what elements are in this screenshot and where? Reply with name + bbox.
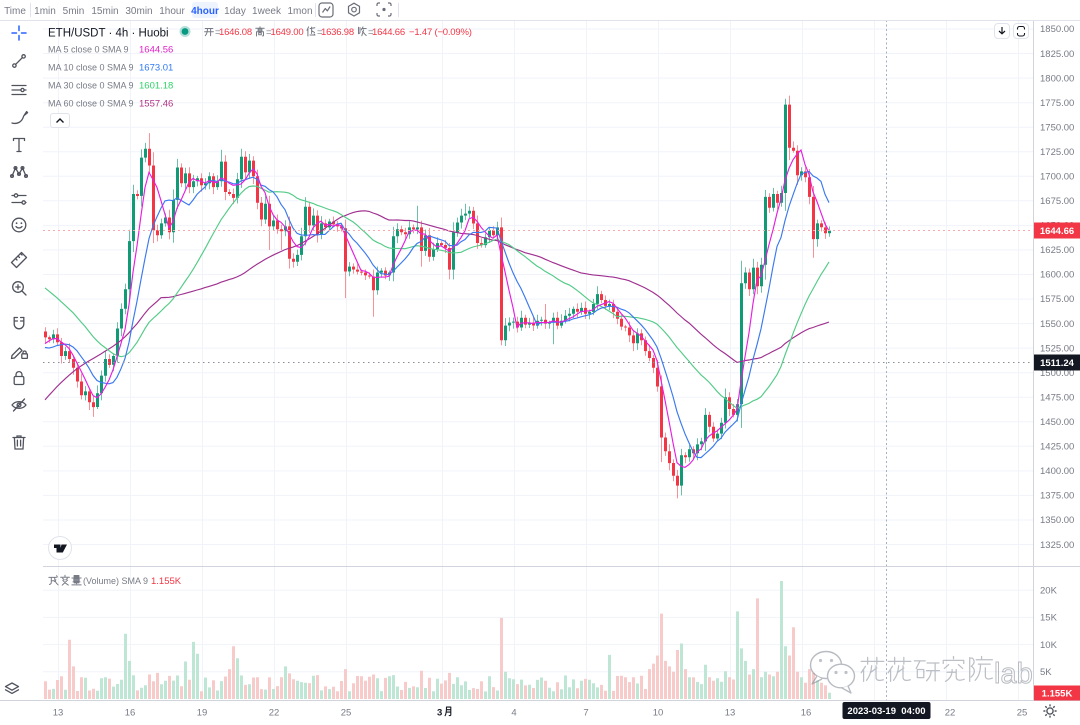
svg-text:1649.00: 1649.00 (271, 27, 304, 38)
svg-text:20K: 20K (1040, 585, 1058, 596)
svg-text:1.155K: 1.155K (1042, 689, 1073, 700)
svg-text:1400.00: 1400.00 (1040, 466, 1074, 477)
svg-text:1500.00: 1500.00 (1040, 368, 1074, 379)
svg-text:MA 5 close 0 SMA 9: MA 5 close 0 SMA 9 (48, 45, 129, 55)
svg-text:1800.00: 1800.00 (1040, 73, 1074, 84)
svg-text:ETH/USDT · 4h · Huobi: ETH/USDT · 4h · Huobi (48, 28, 169, 40)
svg-text:1775.00: 1775.00 (1040, 98, 1074, 109)
svg-text:MA 30 close 0 SMA 9: MA 30 close 0 SMA 9 (48, 81, 134, 91)
svg-text:5K: 5K (1040, 667, 1052, 678)
svg-text:1646.08: 1646.08 (219, 27, 252, 38)
svg-text:16: 16 (801, 708, 812, 719)
svg-text:1550.00: 1550.00 (1040, 319, 1074, 330)
svg-text:1325.00: 1325.00 (1040, 540, 1074, 551)
svg-text:1825.00: 1825.00 (1040, 49, 1074, 60)
svg-text:1725.00: 1725.00 (1040, 147, 1074, 158)
svg-text:1375.00: 1375.00 (1040, 491, 1074, 502)
svg-text:1day: 1day (224, 6, 246, 17)
svg-text:30min: 30min (125, 6, 152, 17)
svg-text:1700.00: 1700.00 (1040, 172, 1074, 183)
svg-text:1850.00: 1850.00 (1040, 24, 1074, 35)
svg-text:19: 19 (197, 708, 208, 719)
svg-text:1525.00: 1525.00 (1040, 343, 1074, 354)
svg-text:1475.00: 1475.00 (1040, 392, 1074, 403)
svg-text:2023-03-19 04:00: 2023-03-19 04:00 (847, 706, 925, 717)
svg-text:1644.66: 1644.66 (1040, 226, 1074, 237)
svg-text:1450.00: 1450.00 (1040, 417, 1074, 428)
svg-text:−1.47 (−0.09%): −1.47 (−0.09%) (409, 27, 472, 38)
svg-text:=: = (368, 27, 374, 38)
svg-text:22: 22 (945, 708, 956, 719)
svg-text:22: 22 (269, 708, 280, 719)
svg-text:1750.00: 1750.00 (1040, 122, 1074, 133)
svg-text:1350.00: 1350.00 (1040, 515, 1074, 526)
svg-text:MA 60 close 0 SMA 9: MA 60 close 0 SMA 9 (48, 99, 134, 109)
svg-text:1644.66: 1644.66 (372, 27, 405, 38)
svg-text:=: = (266, 27, 272, 38)
svg-text:4hour: 4hour (191, 6, 219, 17)
svg-text:=: = (317, 27, 323, 38)
svg-text:1673.01: 1673.01 (139, 63, 173, 74)
svg-text:25: 25 (1017, 708, 1028, 719)
svg-text:1625.00: 1625.00 (1040, 245, 1074, 256)
svg-text:1644.56: 1644.56 (139, 45, 173, 56)
svg-text:(Volume) SMA 9: (Volume) SMA 9 (83, 576, 148, 586)
svg-text:1425.00: 1425.00 (1040, 442, 1074, 453)
svg-text:25: 25 (341, 708, 352, 719)
svg-text:15min: 15min (91, 6, 118, 17)
svg-text:1mon: 1mon (287, 6, 312, 17)
svg-text:1.155K: 1.155K (151, 576, 182, 587)
svg-text:13: 13 (725, 708, 736, 719)
svg-text:5min: 5min (63, 6, 85, 17)
svg-text:1575.00: 1575.00 (1040, 294, 1074, 305)
svg-text:10K: 10K (1040, 640, 1058, 651)
svg-text:Time: Time (4, 6, 26, 17)
svg-text:4: 4 (511, 708, 516, 719)
svg-text:1601.18: 1601.18 (139, 81, 173, 92)
svg-text:1511.24: 1511.24 (1040, 358, 1075, 369)
svg-text:15K: 15K (1040, 613, 1058, 624)
svg-text:1557.46: 1557.46 (139, 99, 173, 110)
svg-text:1600.00: 1600.00 (1040, 270, 1074, 281)
svg-text:1week: 1week (252, 6, 282, 17)
svg-text:1hour: 1hour (159, 6, 185, 17)
svg-text:1675.00: 1675.00 (1040, 196, 1074, 207)
svg-text:=: = (215, 27, 221, 38)
svg-text:MA 10 close 0 SMA 9: MA 10 close 0 SMA 9 (48, 63, 134, 73)
svg-text:3: 3 (437, 708, 442, 719)
svg-text:16: 16 (125, 708, 136, 719)
svg-text:10: 10 (653, 708, 664, 719)
svg-text:7: 7 (583, 708, 588, 719)
svg-text:1636.98: 1636.98 (321, 27, 354, 38)
svg-text:1min: 1min (34, 6, 56, 17)
svg-text:13: 13 (53, 708, 64, 719)
